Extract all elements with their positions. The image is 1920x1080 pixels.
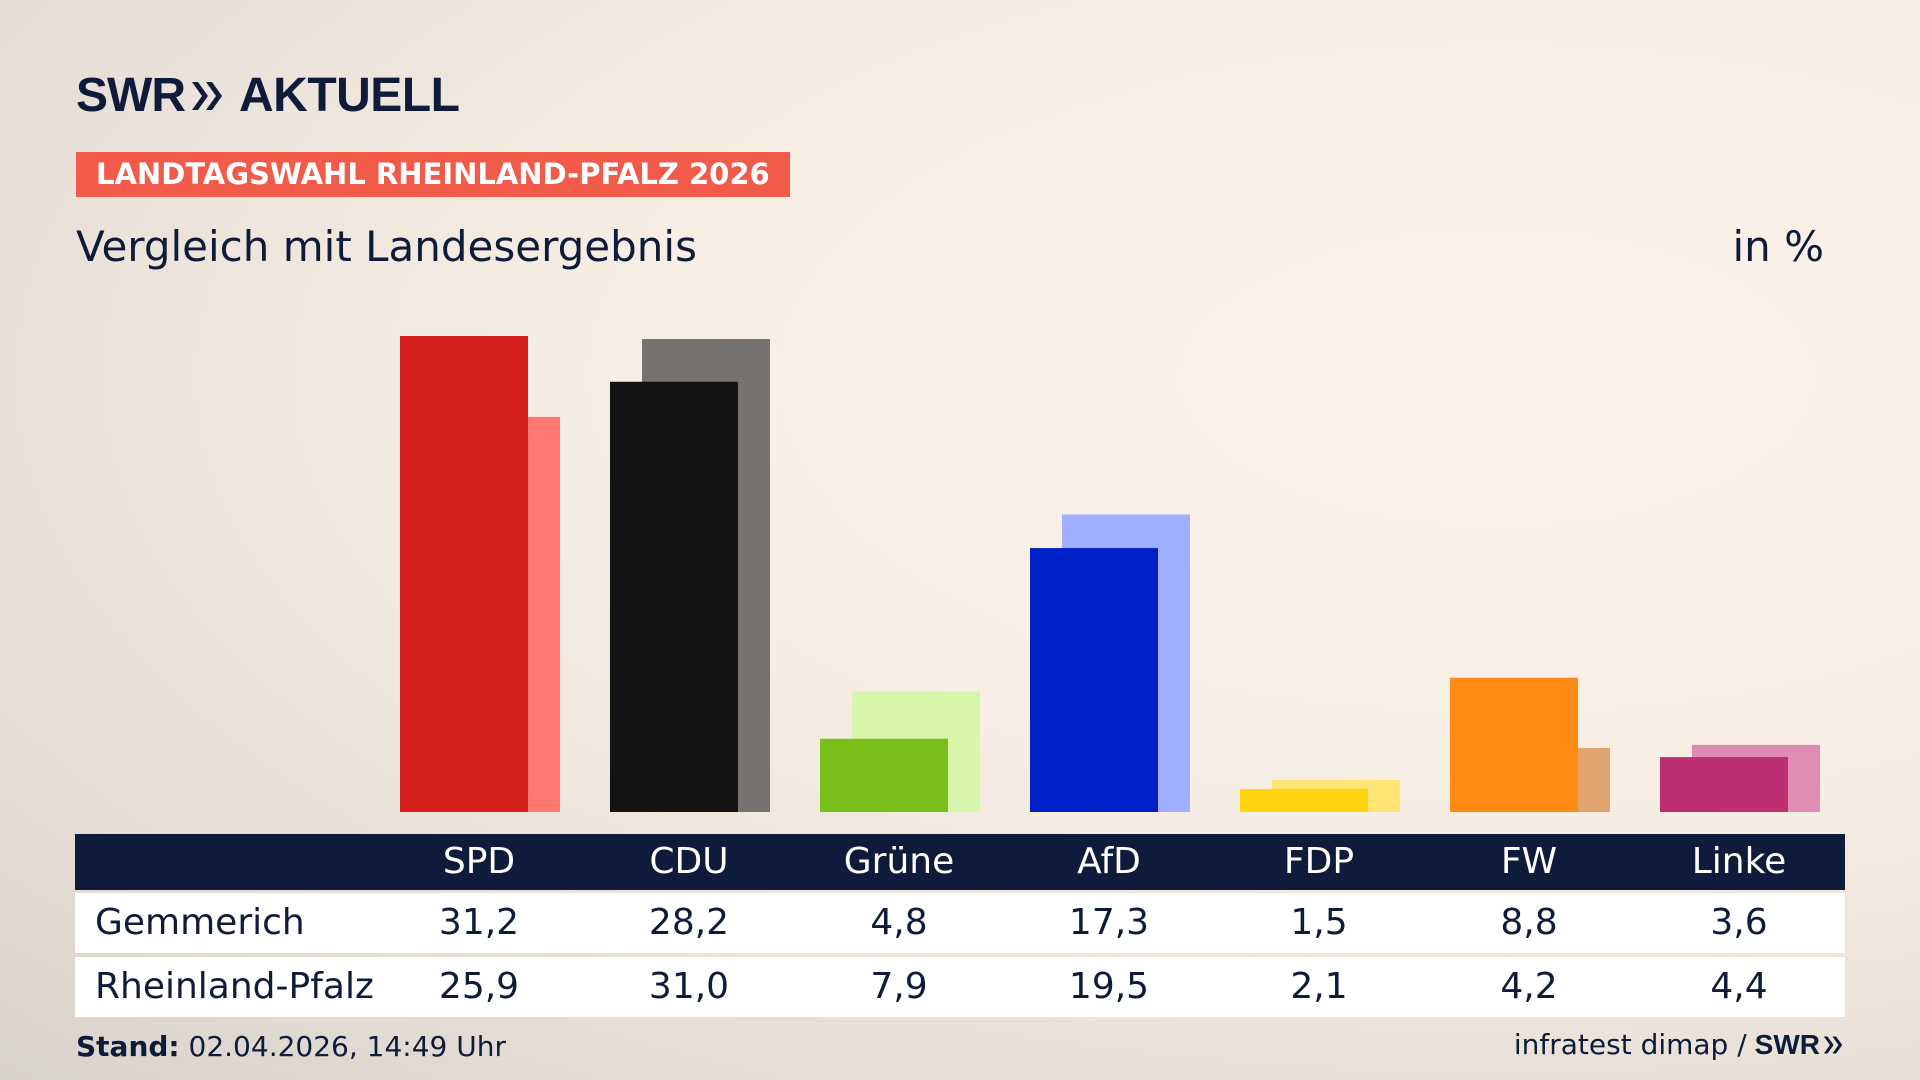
value-cell: 8,8 [1500,902,1558,943]
stand-label: Stand: [76,1030,180,1063]
row-label-rheinland-pfalz: Rheinland-Pfalz [95,966,374,1007]
results-table: SPD CDU Grüne AfD FDP FW Linke Gemmerich… [75,834,1845,1017]
header-cell-cdu: CDU [649,841,729,882]
header-cell-fdp: FDP [1283,841,1355,882]
header-cell-fw: FW [1500,841,1558,882]
table-header: SPD CDU Grüne AfD FDP FW Linke [75,834,1845,890]
value-cell: 4,8 [870,902,928,943]
logo-swr-text: SWR [76,69,186,122]
bar-front-fdp [1240,789,1368,812]
source-text: infratest dimap / [1513,1028,1747,1061]
swr-aktuell-logo: SWR AKTUELL [76,68,460,123]
election-banner: LANDTAGSWAHL RHEINLAND-PFALZ 2026 [76,152,790,197]
bar-front-gr-ne [820,738,948,812]
bar-front-fw [1450,677,1578,812]
value-cell: 28,2 [648,902,730,943]
double-chevron-icon [191,81,222,110]
row-label-gemmerich: Gemmerich [95,902,305,943]
stand-value: 02.04.2026, 14:49 Uhr [188,1030,506,1063]
bar-front-spd [400,336,528,812]
header-cell-gruene: Grüne [843,841,955,882]
source-logo-text: SWR [1754,1028,1820,1060]
value-cell: 25,9 [438,966,520,1007]
value-cell: 4,2 [1500,966,1558,1007]
bar-front-cdu [610,381,738,812]
chart-subtitle: Vergleich mit Landesergebnis [76,222,697,271]
value-cell: 1,5 [1290,902,1348,943]
double-chevron-icon [1823,1035,1843,1054]
value-cell: 3,6 [1710,902,1768,943]
value-cell: 31,2 [438,902,520,943]
stand-timestamp: Stand: 02.04.2026, 14:49 Uhr [76,1030,506,1063]
header-cell-linke: Linke [1691,841,1787,882]
value-cell: 2,1 [1290,966,1348,1007]
value-cell: 19,5 [1068,966,1150,1007]
header-cell-spd: SPD [442,841,516,882]
value-cell: 31,0 [648,966,730,1007]
unit-label: in % [1732,222,1824,271]
value-cell: 17,3 [1068,902,1150,943]
bar-front-afd [1030,548,1158,812]
value-cell: 4,4 [1710,966,1768,1007]
header-cell-afd: AfD [1077,841,1141,882]
bar-front-linke [1660,757,1788,812]
bar-chart [400,336,1820,812]
table-row: Gemmerich 31,2 28,2 4,8 17,3 1,5 8,8 3,6 [75,893,1845,953]
table-row: Rheinland-Pfalz 25,9 31,0 7,9 19,5 2,1 4… [75,957,1845,1017]
source-credit: infratest dimap / SWR [1514,1028,1844,1061]
value-cell: 7,9 [870,966,928,1007]
logo-brand-text: AKTUELL [238,69,460,122]
